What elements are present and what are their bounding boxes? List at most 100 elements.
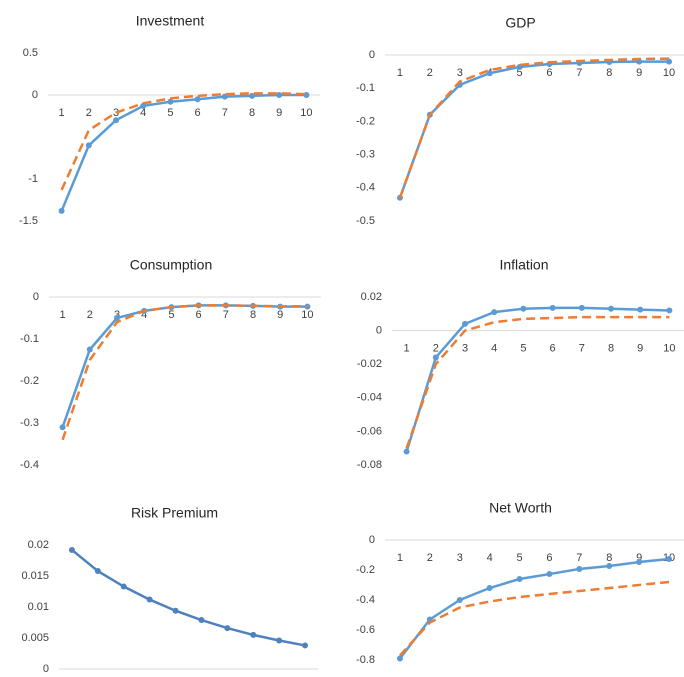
data-point — [224, 625, 230, 631]
x-tick-label: 5 — [516, 552, 522, 564]
x-tick-label: 6 — [550, 343, 556, 355]
x-tick-label: 9 — [277, 309, 283, 321]
data-point — [487, 585, 493, 591]
y-tick-label: -0.2 — [20, 375, 39, 387]
chart-title: Investment — [136, 13, 205, 29]
data-point — [666, 307, 672, 313]
x-tick-label: 3 — [457, 552, 463, 564]
x-tick-label: 9 — [637, 343, 643, 355]
y-tick-label: -1.5 — [19, 215, 38, 227]
y-tick-label: 0.005 — [21, 632, 49, 644]
x-tick-label: 7 — [576, 67, 582, 79]
x-tick-label: 2 — [87, 309, 93, 321]
series-line — [72, 550, 305, 645]
y-tick-label: -0.8 — [356, 654, 375, 666]
series-line — [400, 59, 669, 198]
data-point — [579, 305, 585, 311]
series-line — [407, 317, 670, 448]
x-tick-label: 2 — [427, 552, 433, 564]
y-tick-label: -0.4 — [356, 594, 375, 606]
x-tick-label: 1 — [59, 107, 65, 119]
x-tick-label: 7 — [579, 343, 585, 355]
x-tick-label: 10 — [300, 107, 312, 119]
y-tick-label: -0.2 — [356, 564, 375, 576]
series-line — [62, 93, 307, 190]
y-tick-label: -1 — [28, 173, 38, 185]
x-tick-label: 8 — [606, 552, 612, 564]
data-point — [198, 617, 204, 623]
series-line — [400, 62, 669, 198]
data-point — [576, 566, 582, 572]
y-tick-label: -0.5 — [356, 215, 375, 227]
data-point — [276, 92, 282, 98]
data-point — [113, 117, 119, 123]
data-point — [517, 576, 523, 582]
y-tick-label: -0.06 — [357, 425, 382, 437]
y-tick-label: -0.6 — [356, 624, 375, 636]
x-tick-label: 3 — [457, 67, 463, 79]
chart-title: GDP — [505, 15, 535, 31]
x-tick-label: 8 — [249, 107, 255, 119]
data-point — [86, 142, 92, 148]
x-tick-label: 10 — [301, 309, 313, 321]
data-point — [637, 307, 643, 313]
series-line — [400, 559, 669, 658]
data-point — [636, 559, 642, 565]
y-tick-label: -0.4 — [356, 182, 375, 194]
y-tick-label: -0.1 — [20, 333, 39, 345]
x-tick-label: 1 — [397, 552, 403, 564]
chart-title: Consumption — [130, 257, 213, 273]
data-point — [147, 597, 153, 603]
data-point — [550, 305, 556, 311]
x-tick-label: 9 — [276, 107, 282, 119]
x-tick-label: 1 — [397, 67, 403, 79]
x-tick-label: 2 — [86, 107, 92, 119]
y-tick-label: 0 — [369, 49, 375, 61]
data-point — [69, 547, 75, 553]
data-point — [397, 656, 403, 662]
x-tick-label: 5 — [167, 107, 173, 119]
data-point — [666, 556, 672, 562]
y-tick-label: -0.3 — [356, 149, 375, 161]
data-point — [60, 424, 66, 430]
data-point — [276, 637, 282, 643]
x-tick-label: 1 — [60, 309, 66, 321]
series-line — [400, 582, 669, 656]
y-tick-label: 0.02 — [361, 291, 382, 303]
chart-title: Net Worth — [489, 500, 552, 516]
x-tick-label: 9 — [636, 67, 642, 79]
x-tick-label: 4 — [491, 343, 497, 355]
x-tick-label: 6 — [546, 67, 552, 79]
data-point — [608, 306, 614, 312]
data-point — [173, 608, 179, 614]
y-tick-label: 0 — [43, 663, 49, 675]
x-tick-label: 10 — [663, 343, 675, 355]
x-tick-label: 3 — [462, 343, 468, 355]
x-tick-label: 1 — [404, 343, 410, 355]
chart-title: Risk Premium — [131, 505, 218, 521]
data-point — [606, 563, 612, 569]
x-tick-label: 8 — [606, 67, 612, 79]
y-tick-label: -0.1 — [356, 82, 375, 94]
x-tick-label: 8 — [250, 309, 256, 321]
y-tick-label: 0 — [32, 89, 38, 101]
y-tick-label: 0 — [376, 325, 382, 337]
x-tick-label: 10 — [663, 67, 675, 79]
y-tick-label: 0.01 — [28, 601, 49, 613]
y-tick-label: -0.04 — [357, 392, 382, 404]
data-point — [250, 632, 256, 638]
y-tick-label: -0.3 — [20, 417, 39, 429]
x-tick-label: 6 — [195, 107, 201, 119]
series-line — [407, 308, 670, 452]
data-point — [433, 354, 439, 360]
y-tick-label: -0.08 — [357, 459, 382, 471]
x-tick-label: 6 — [546, 552, 552, 564]
y-tick-label: -0.2 — [356, 115, 375, 127]
series-line — [63, 305, 308, 427]
y-tick-label: -0.02 — [357, 358, 382, 370]
data-point — [87, 347, 93, 353]
data-point — [121, 584, 127, 590]
y-tick-label: 0.015 — [21, 570, 49, 582]
chart-title: Inflation — [499, 257, 548, 273]
x-tick-label: 2 — [427, 67, 433, 79]
